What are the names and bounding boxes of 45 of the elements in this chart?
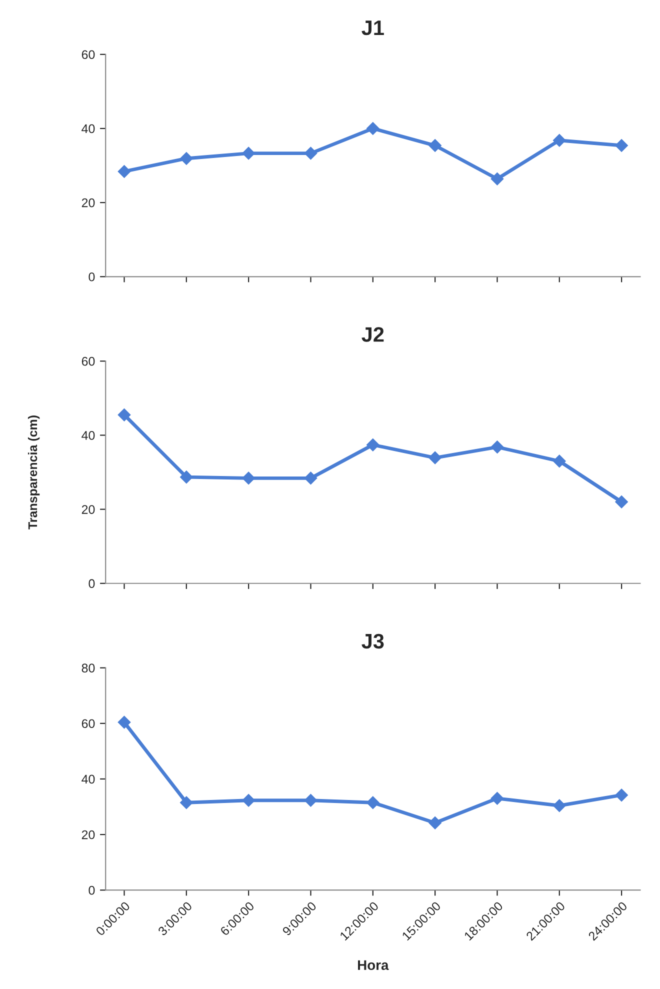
point [180,152,193,165]
y-tick-label: 40 [82,774,95,784]
y-tick-label: 0 [88,272,95,282]
y-tick-label: 60 [82,50,95,60]
point [304,794,318,807]
point [615,788,628,802]
point [304,472,318,485]
y-tick-label: 60 [82,719,95,728]
point [180,796,193,809]
y-tick-label: 20 [82,198,95,208]
y-tick-label: 40 [82,431,95,440]
point [242,146,255,160]
point [490,792,504,805]
chart-title: J2 [362,327,384,342]
point [180,470,193,484]
point [242,794,255,807]
point [615,495,628,508]
y-tick-label: 40 [82,124,95,134]
point [118,408,131,422]
point [118,165,131,178]
point [366,438,380,452]
point [552,799,566,812]
point [428,816,442,830]
chart-title: J3 [362,634,384,649]
y-tick-label: 20 [82,830,95,840]
point [552,134,566,147]
y-tick-label: 80 [82,664,95,672]
y-axis-title: Transparencia (cm) [28,416,40,530]
point [615,139,628,152]
point [490,440,504,454]
point [118,716,131,729]
point [366,122,380,135]
point [428,139,442,152]
chart-title: J1 [362,20,384,36]
point [428,451,442,464]
y-tick-label: 0 [88,886,95,895]
y-tick-label: 20 [82,505,95,514]
point [242,472,255,485]
point [490,172,504,186]
point [366,796,380,809]
x-axis-title: Hora [358,960,389,970]
y-tick-label: 60 [82,356,95,366]
y-tick-label: 0 [88,579,95,588]
point [552,454,566,468]
point [304,146,318,160]
